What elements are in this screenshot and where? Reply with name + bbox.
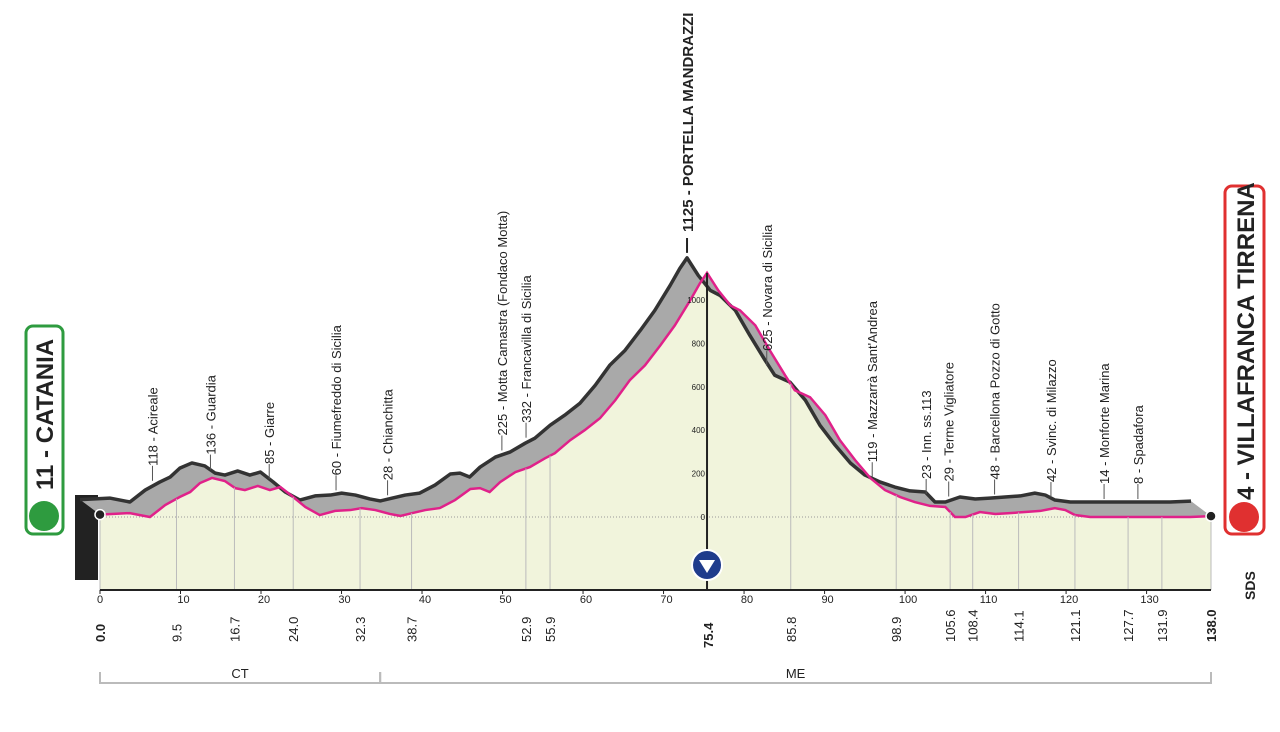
x-tick-label: 90 bbox=[821, 594, 833, 606]
waypoint-label: 118 - Acireale bbox=[145, 387, 160, 466]
province-label: ME bbox=[786, 666, 806, 681]
finish-box bbox=[1223, 184, 1266, 536]
x-tick-label: 40 bbox=[419, 594, 431, 606]
summit-label: 1125 - PORTELLA MANDRAZZI bbox=[680, 13, 697, 232]
waypoint-km: 108.4 bbox=[966, 609, 981, 642]
start-box bbox=[24, 324, 65, 536]
waypoint-label: 14 - Monforte Marina bbox=[1097, 363, 1112, 484]
x-tick-label: 120 bbox=[1060, 594, 1078, 606]
waypoint-km: 131.9 bbox=[1155, 609, 1170, 642]
waypoint-km: 85.8 bbox=[784, 617, 799, 642]
waypoint-label: 136 - Guardia bbox=[203, 374, 218, 454]
start-icon bbox=[29, 501, 59, 531]
waypoint-km: 9.5 bbox=[169, 624, 184, 642]
x-tick-label: 10 bbox=[177, 594, 189, 606]
y-tick-label: 400 bbox=[692, 426, 706, 435]
waypoint-label: 29 - Terme Vigliatore bbox=[942, 362, 957, 481]
waypoint-km: 127.7 bbox=[1121, 609, 1136, 642]
x-tick-label: 50 bbox=[499, 594, 511, 606]
y-tick-label: 0 bbox=[701, 513, 706, 522]
waypoint-km: 105.6 bbox=[943, 609, 958, 642]
x-tick-label: 70 bbox=[660, 594, 672, 606]
waypoint-km: 38.7 bbox=[405, 617, 420, 642]
profile-line bbox=[99, 270, 1212, 519]
finish-dot bbox=[1205, 510, 1217, 522]
waypoint-km: 114.1 bbox=[1012, 610, 1027, 642]
waypoint-km: 98.9 bbox=[889, 617, 904, 642]
start-label: 11 - CATANIA bbox=[32, 339, 59, 490]
waypoint-km: 55.9 bbox=[543, 617, 558, 642]
x-tick-label: 60 bbox=[580, 594, 592, 606]
waypoint-label: 8 - Spadafora bbox=[1131, 404, 1146, 484]
waypoint-label: 119 - Mazzarrà Sant'Andrea bbox=[865, 300, 880, 462]
finish-icon bbox=[1229, 502, 1259, 532]
summit-km: 75.4 bbox=[701, 622, 716, 648]
start-dot bbox=[94, 508, 106, 521]
start-bar bbox=[75, 495, 98, 580]
waypoint-km: 32.3 bbox=[353, 617, 368, 642]
y-tick-label: 1000 bbox=[687, 296, 705, 305]
waypoint-label: 60 - Fiumefreddo di Sicilia bbox=[329, 324, 344, 475]
waypoint-km: 138.0 bbox=[1204, 609, 1219, 642]
summit-arrow bbox=[699, 560, 716, 573]
waypoint-km: 0.0 bbox=[93, 624, 108, 642]
logo: SDS bbox=[1242, 571, 1258, 600]
waypoint-label: 42 - Svinc. di Milazzo bbox=[1044, 359, 1059, 482]
x-tick-label: 110 bbox=[980, 594, 998, 606]
waypoint-label: 625 - Novara di Sicilia bbox=[760, 224, 775, 351]
waypoint-km: 52.9 bbox=[519, 617, 534, 642]
waypoint-label: 225 - Motta Camastra (Fondaco Motta) bbox=[495, 211, 510, 436]
province-label: CT bbox=[231, 666, 248, 681]
plot: 0.0 9.5 118 - Acireale 16.7 136 - Guardia 24.… bbox=[79, 13, 1219, 684]
y-tick-label: 800 bbox=[692, 339, 706, 348]
waypoint-km: 24.0 bbox=[286, 617, 301, 642]
x-tick-label: 130 bbox=[1140, 594, 1158, 606]
y-tick-label: 600 bbox=[692, 383, 706, 392]
waypoint-label: 85 - Giarre bbox=[262, 402, 277, 464]
x-tick-label: 80 bbox=[741, 594, 753, 606]
waypoint-label: 28 - Chianchitta bbox=[381, 388, 396, 480]
x-tick-label: 100 bbox=[899, 594, 917, 606]
waypoint-km: 121.1 bbox=[1068, 609, 1083, 642]
finish-label: 4 - VILLAFRANCA TIRRENA bbox=[1233, 182, 1260, 500]
waypoint-km: 16.7 bbox=[227, 617, 242, 642]
x-tick-label: 30 bbox=[338, 594, 350, 606]
waypoint-label: 23 - Inn. ss.113 bbox=[919, 390, 934, 479]
x-tick-label: 20 bbox=[258, 594, 270, 606]
x-tick-label: 0 bbox=[97, 594, 103, 606]
waypoint-label: 332 - Francavilla di Sicilia bbox=[519, 275, 534, 423]
y-tick-label: 200 bbox=[692, 470, 706, 479]
waypoint-label: 48 - Barcellona Pozzo di Gotto bbox=[988, 303, 1003, 479]
profile-edge bbox=[79, 256, 1192, 504]
